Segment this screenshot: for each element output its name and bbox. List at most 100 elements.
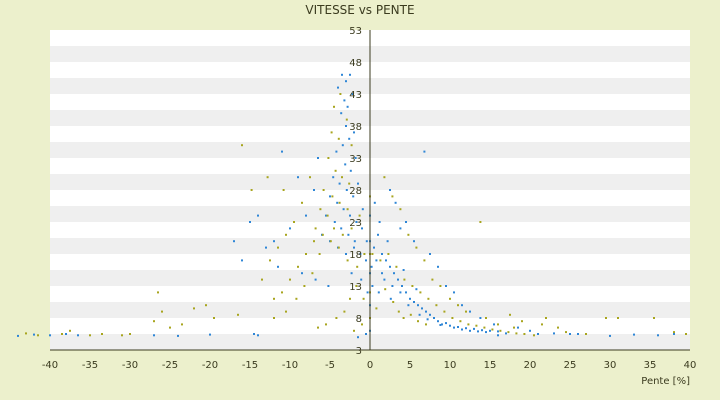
data-point-series-2: [334, 169, 337, 172]
data-point-series-1: [673, 333, 675, 335]
data-point-series-2: [269, 259, 271, 262]
data-point-series-2: [295, 297, 298, 300]
data-point-series-2: [205, 304, 207, 307]
data-point-series-2: [321, 233, 324, 236]
data-point-series-2: [121, 334, 123, 337]
x-tick-label: 0: [367, 360, 373, 371]
data-point-series-1: [407, 304, 410, 307]
data-point-series-1: [352, 195, 355, 198]
data-point-series-1: [429, 313, 431, 316]
data-point-series-1: [377, 291, 380, 294]
data-point-series-2: [499, 329, 502, 332]
data-point-series-1: [391, 285, 394, 287]
data-point-series-2: [314, 227, 317, 230]
data-point-series-1: [657, 334, 659, 337]
data-point-series-2: [241, 144, 243, 147]
data-point-series-1: [177, 334, 179, 337]
data-point-series-2: [415, 246, 418, 249]
data-point-series-1: [409, 297, 411, 300]
data-point-series-1: [338, 182, 341, 185]
data-point-series-2: [273, 317, 275, 319]
data-point-series-2: [384, 288, 387, 291]
data-point-series-1: [493, 323, 495, 326]
data-point-series-1: [389, 265, 391, 268]
data-point-series-2: [350, 144, 353, 147]
data-point-series-2: [557, 326, 559, 329]
data-point-series-2: [281, 291, 283, 294]
y-tick-label: 48: [349, 58, 362, 69]
data-point-series-2: [467, 323, 470, 326]
data-point-series-2: [325, 323, 327, 326]
data-point-series-2: [533, 334, 535, 337]
tick-labels: -40 -35 -30 -25 -20 -15 -10 -5 0 5 10 15 20 25 30 35 40 3…: [42, 26, 697, 371]
data-point-series-1: [366, 291, 369, 294]
data-point-series-1: [333, 221, 336, 223]
data-point-series-1: [394, 201, 397, 204]
data-point-series-1: [389, 297, 392, 300]
x-tick-label: 20: [524, 360, 537, 371]
data-point-series-2: [371, 253, 374, 255]
data-point-series-2: [237, 313, 239, 316]
data-point-series-2: [129, 333, 131, 335]
data-point-series-1: [418, 313, 421, 316]
data-point-series-1: [332, 176, 335, 179]
data-point-series-1: [383, 278, 386, 281]
data-point-series-2: [403, 278, 406, 281]
data-point-series-1: [329, 195, 331, 198]
data-point-series-1: [461, 304, 463, 307]
y-tick-label: 38: [349, 122, 362, 133]
data-point-series-1: [153, 334, 155, 337]
y-tick-label: 53: [349, 26, 362, 37]
data-point-series-1: [469, 329, 471, 332]
data-point-series-1: [399, 291, 402, 294]
data-point-series-1: [277, 265, 279, 268]
x-tick-label: -5: [325, 360, 335, 371]
data-point-series-1: [405, 221, 407, 223]
data-point-series-1: [340, 112, 343, 115]
data-point-series-1: [449, 324, 451, 327]
data-point-series-2: [335, 317, 338, 319]
data-point-series-2: [411, 285, 414, 287]
data-point-series-2: [387, 253, 390, 255]
data-point-series-1: [577, 333, 579, 335]
data-point-series-1: [327, 285, 330, 287]
data-point-series-2: [213, 317, 215, 319]
data-point-series-2: [313, 240, 315, 243]
data-point-series-1: [314, 278, 317, 281]
data-point-series-1: [342, 208, 345, 211]
data-point-series-1: [77, 334, 79, 337]
data-point-series-2: [439, 285, 442, 287]
data-point-series-1: [393, 272, 395, 275]
data-point-series-1: [233, 240, 235, 243]
data-point-series-1: [354, 157, 357, 159]
data-point-series-1: [381, 253, 383, 255]
y-tick-label: 28: [349, 186, 362, 197]
data-point-series-1: [529, 329, 531, 332]
data-point-series-2: [391, 195, 394, 198]
data-point-series-1: [349, 214, 351, 217]
data-point-series-2: [585, 333, 587, 335]
data-point-series-2: [355, 285, 358, 287]
data-point-series-2: [330, 131, 333, 134]
data-point-series-1: [457, 326, 459, 328]
data-point-series-2: [346, 208, 349, 211]
data-point-series-1: [344, 163, 347, 166]
data-point-series-2: [333, 227, 335, 230]
data-point-series-1: [381, 272, 383, 275]
data-point-series-2: [69, 329, 71, 332]
data-point-series-1: [348, 137, 351, 140]
data-point-series-1: [405, 291, 407, 294]
data-point-series-1: [209, 333, 211, 336]
y-tick-label: 3: [356, 346, 362, 357]
data-point-series-1: [257, 214, 259, 217]
data-point-series-1: [413, 301, 415, 303]
x-tick-label: 35: [644, 360, 657, 371]
data-point-series-1: [289, 227, 291, 230]
x-tick-label: 10: [444, 360, 457, 371]
data-point-series-1: [413, 240, 415, 243]
data-point-series-1: [377, 233, 379, 236]
data-point-series-1: [569, 333, 571, 335]
data-point-series-2: [427, 297, 430, 300]
data-point-series-1: [249, 221, 251, 223]
